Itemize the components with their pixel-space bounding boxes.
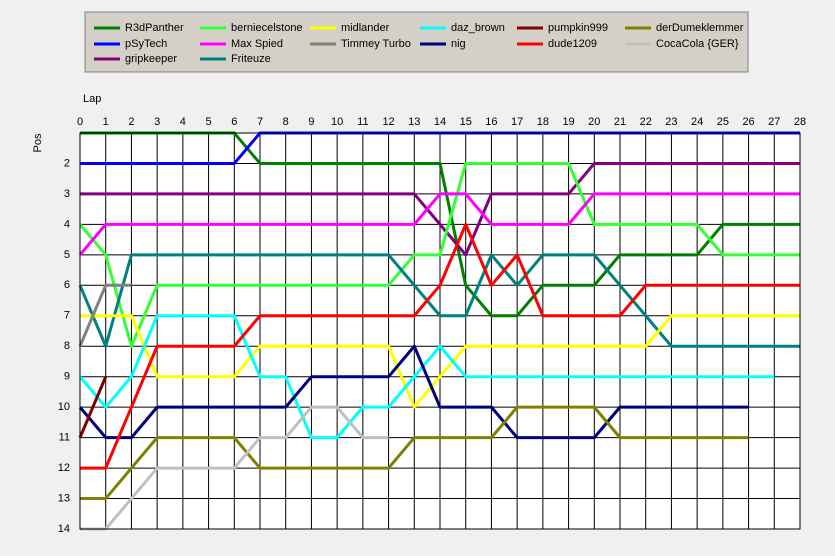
x-tick-label: 28 bbox=[794, 116, 806, 128]
y-tick-label: 12 bbox=[58, 462, 70, 474]
x-tick-label: 10 bbox=[331, 116, 343, 128]
series-line bbox=[80, 405, 749, 501]
y-tick-label: 14 bbox=[58, 523, 70, 535]
x-tick-label: 8 bbox=[283, 116, 289, 128]
legend-label: derDumeklemmer bbox=[656, 22, 744, 34]
x-tick-label: 0 bbox=[77, 116, 83, 128]
legend-label: gripkeeper bbox=[125, 53, 177, 65]
x-tick-label: 26 bbox=[742, 116, 754, 128]
x-tick-label: 11 bbox=[357, 116, 368, 128]
x-tick-label: 22 bbox=[640, 116, 652, 128]
y-tick-label: 2 bbox=[64, 157, 70, 169]
x-tick-label: 23 bbox=[665, 116, 677, 128]
legend-label: midlander bbox=[341, 22, 390, 34]
x-axis-label: Lap bbox=[83, 93, 101, 105]
x-tick-label: 27 bbox=[768, 116, 780, 128]
x-tick-label: 20 bbox=[588, 116, 600, 128]
y-tick-label: 13 bbox=[58, 492, 70, 504]
series-line bbox=[78, 192, 800, 256]
x-tick-label: 25 bbox=[717, 116, 729, 128]
y-tick-label: 6 bbox=[64, 279, 70, 291]
series-line bbox=[78, 161, 800, 348]
x-tick-label: 1 bbox=[103, 116, 109, 128]
x-tick-label: 6 bbox=[231, 116, 237, 128]
x-tick-label: 14 bbox=[434, 116, 446, 128]
legend-label: Timmey Turbo bbox=[341, 38, 411, 50]
y-tick-label: 3 bbox=[64, 188, 70, 200]
series-line bbox=[78, 283, 132, 347]
y-tick-label: 10 bbox=[58, 401, 70, 413]
series-line bbox=[80, 405, 389, 531]
x-tick-label: 16 bbox=[485, 116, 497, 128]
legend-label: pumpkin999 bbox=[548, 22, 608, 34]
legend-label: dude1209 bbox=[548, 38, 597, 50]
series-line bbox=[78, 344, 749, 440]
x-tick-label: 15 bbox=[460, 116, 472, 128]
y-tick-label: 4 bbox=[64, 218, 70, 230]
x-tick-label: 17 bbox=[511, 116, 523, 128]
legend-label: Max Spied bbox=[231, 38, 283, 50]
y-tick-label: 8 bbox=[64, 340, 70, 352]
x-tick-label: 18 bbox=[537, 116, 549, 128]
y-tick-label: 11 bbox=[59, 432, 70, 444]
series-line bbox=[80, 314, 800, 409]
series-line bbox=[80, 161, 800, 257]
x-tick-label: 21 bbox=[614, 116, 626, 128]
x-tick-label: 5 bbox=[206, 116, 212, 128]
x-tick-label: 3 bbox=[154, 116, 160, 128]
y-axis-label: Pos bbox=[32, 133, 44, 152]
x-tick-label: 2 bbox=[128, 116, 134, 128]
legend-box bbox=[84, 11, 749, 73]
x-tick-label: 24 bbox=[691, 116, 703, 128]
plot-border bbox=[79, 132, 801, 530]
series-line bbox=[78, 314, 775, 440]
y-tick-label: 9 bbox=[64, 371, 70, 383]
legend-label: Friteuze bbox=[231, 53, 271, 65]
x-tick-label: 9 bbox=[308, 116, 314, 128]
x-tick-label: 19 bbox=[562, 116, 574, 128]
series-line bbox=[78, 376, 108, 439]
series-line bbox=[78, 253, 800, 348]
x-tick-label: 12 bbox=[382, 116, 394, 128]
legend-label: nig bbox=[451, 38, 466, 50]
y-tick-label: 5 bbox=[64, 249, 70, 261]
x-tick-label: 13 bbox=[408, 116, 420, 128]
legend-label: CocaCola {GER} bbox=[656, 38, 739, 50]
x-tick-label: 7 bbox=[257, 116, 263, 128]
y-tick-label: 7 bbox=[64, 310, 70, 322]
legend-label: berniecelstone bbox=[231, 22, 303, 34]
legend-label: pSyTech bbox=[125, 38, 167, 50]
x-tick-label: 4 bbox=[180, 116, 186, 128]
series-line bbox=[80, 222, 800, 470]
legend-label: R3dPanther bbox=[125, 22, 184, 34]
legend-label: daz_brown bbox=[451, 22, 505, 34]
